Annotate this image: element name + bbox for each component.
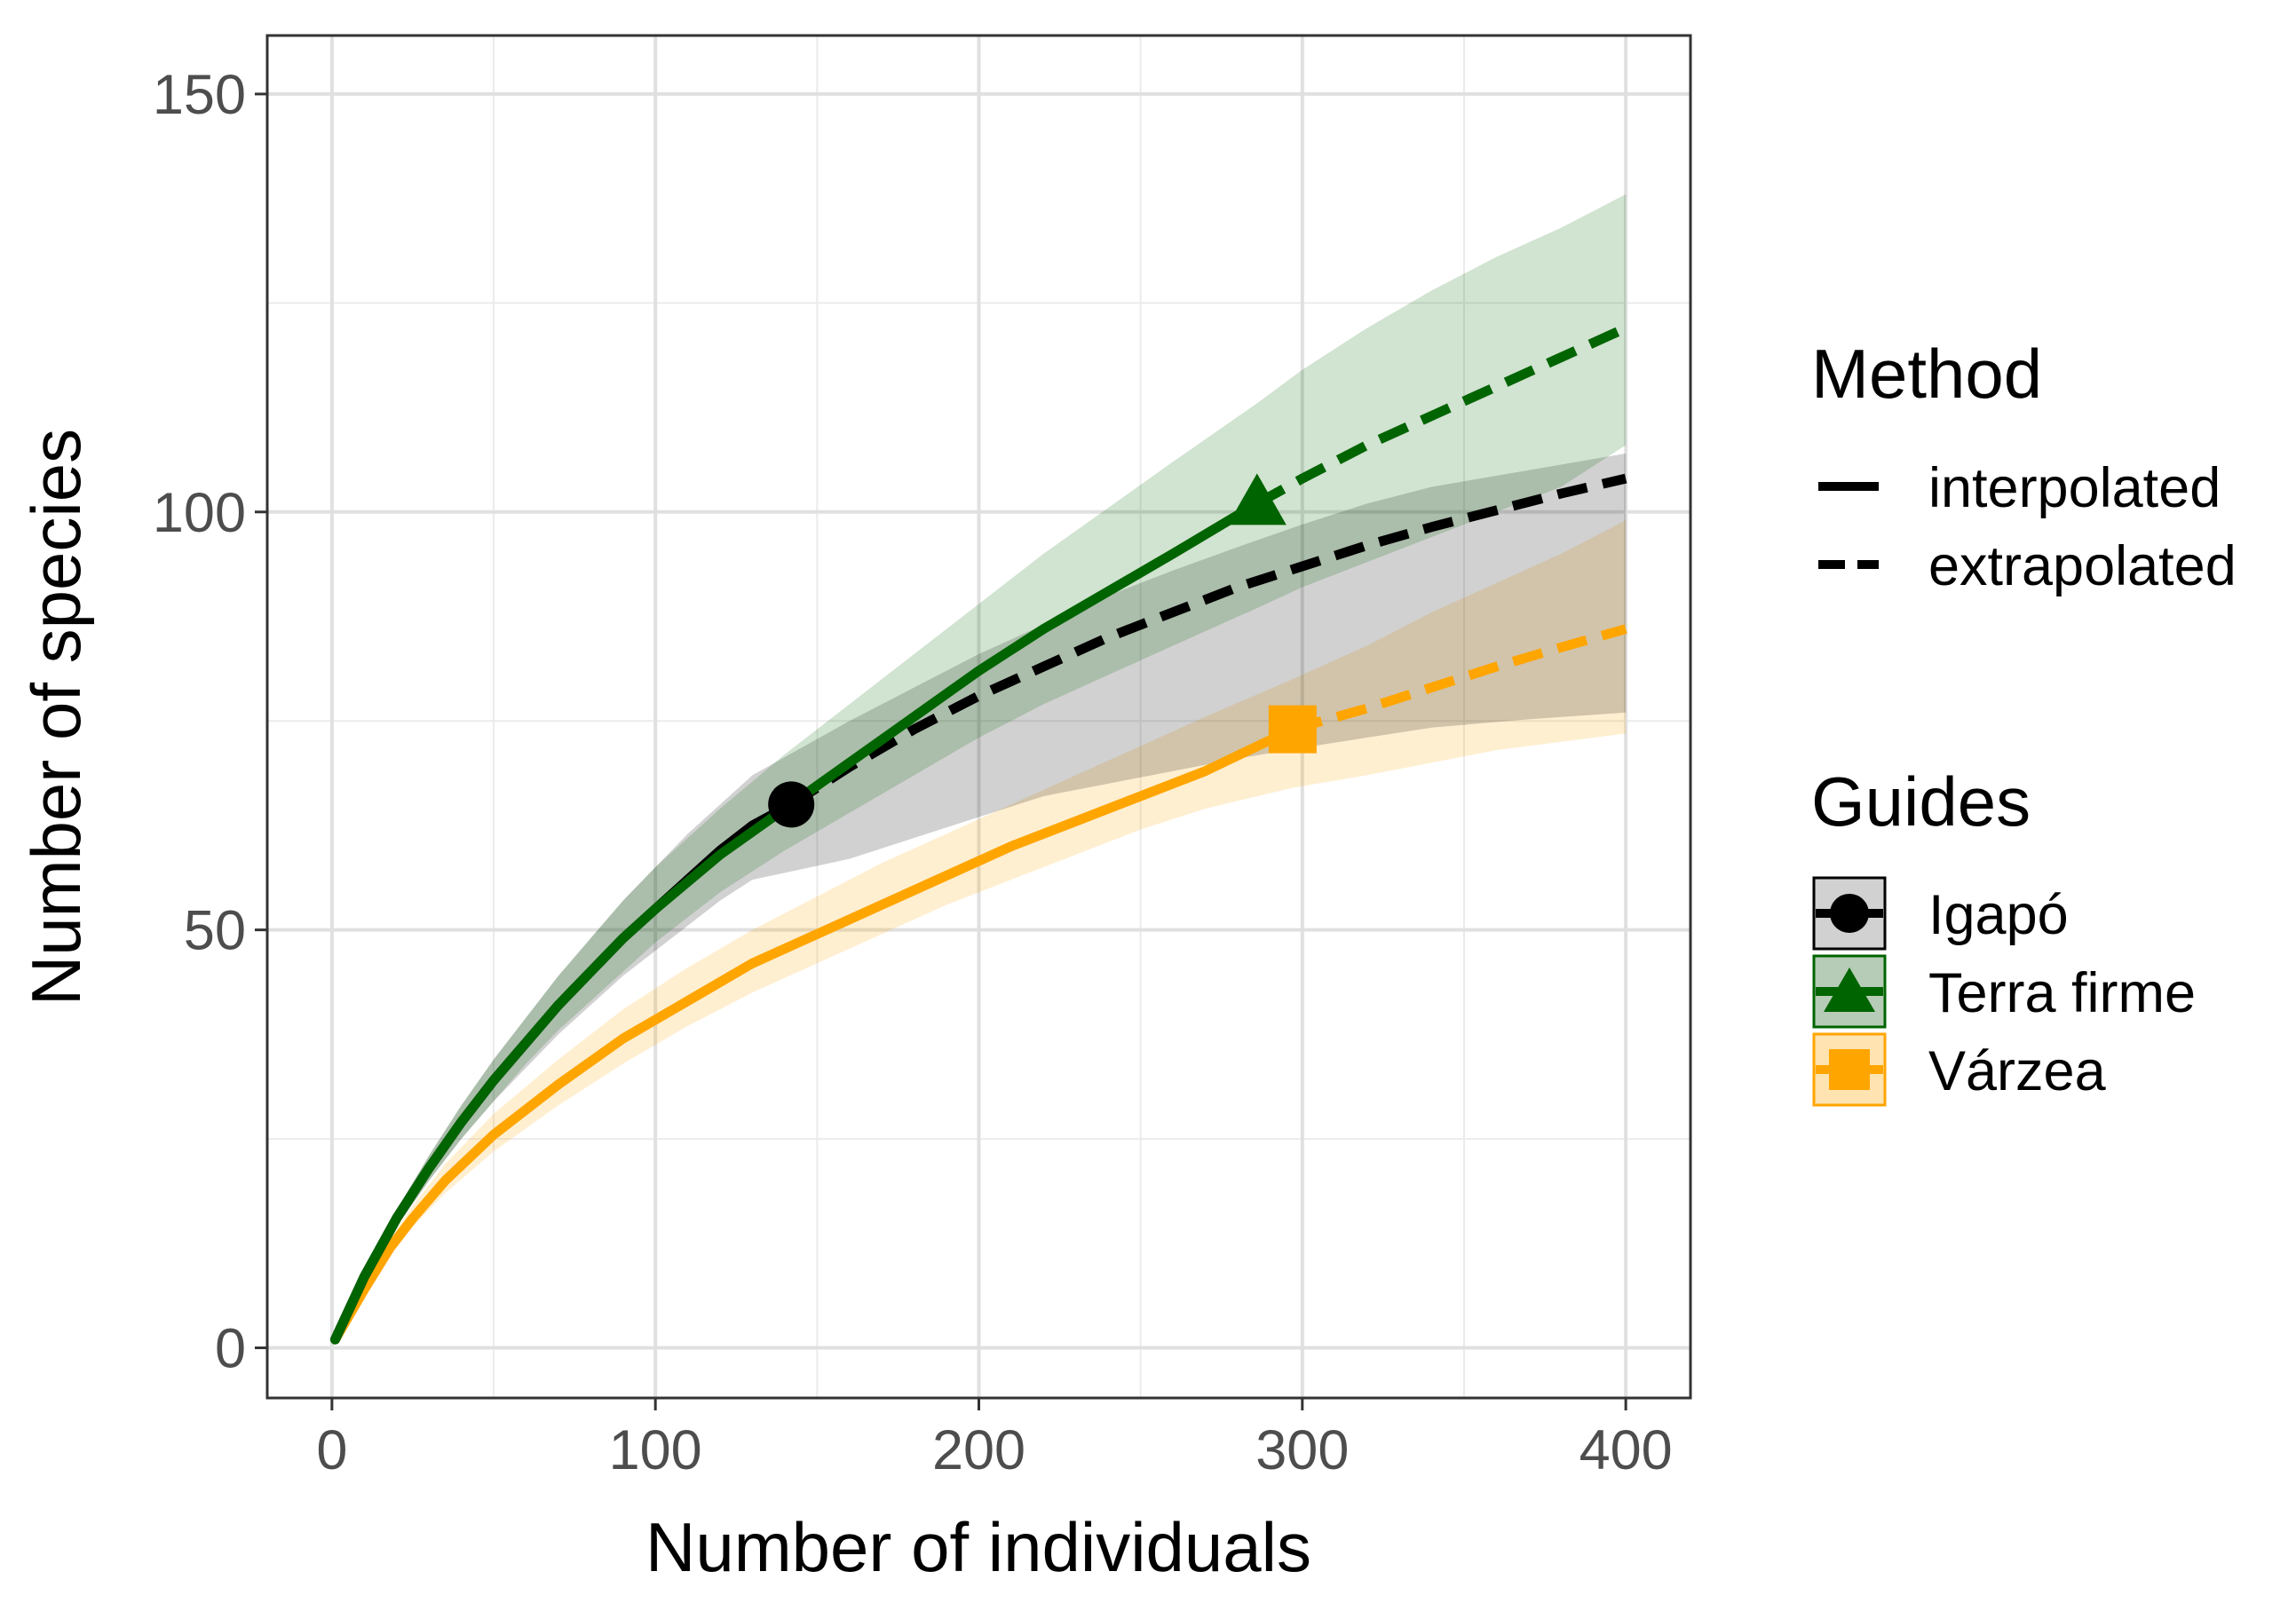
x-tick-label: 0	[316, 1419, 347, 1481]
x-tick-label: 400	[1579, 1419, 1673, 1481]
x-axis-title: Number of individuals	[645, 1508, 1311, 1586]
terra-firme-observed-marker	[1227, 473, 1287, 525]
y-tick-label: 50	[184, 900, 246, 962]
legend-method: Method interpolated extrapolated	[1811, 335, 2237, 597]
igapo-extrapolated-line	[788, 473, 1627, 809]
legend-guides: Guides Igapó Terra firme Várzea	[1811, 762, 2196, 1107]
legend-igapo-key	[1812, 876, 1887, 951]
y-tick-label: 100	[153, 482, 246, 544]
legend-terra-firme-key	[1812, 954, 1887, 1029]
varzea-extrapolated-line	[1291, 624, 1627, 734]
igapo-observed-marker	[768, 781, 815, 828]
observed-markers	[768, 473, 1317, 828]
x-tick-label: 300	[1255, 1419, 1349, 1481]
varzea-observed-marker	[1268, 705, 1317, 754]
axes: 0 100 200 300 400 0 50 100 150	[153, 64, 1673, 1481]
series-lines	[330, 323, 1628, 1345]
terra-firme-interpolated-line	[330, 498, 1263, 1345]
x-tick-label: 200	[932, 1419, 1025, 1481]
y-axis-title: Number of species	[17, 429, 95, 1006]
legend-extrapolated-label: extrapolated	[1928, 535, 2237, 597]
y-tick-label: 150	[153, 64, 246, 126]
legend-varzea-key	[1812, 1032, 1887, 1107]
igapo-ci-ribbon	[335, 453, 1627, 1340]
legend-igapo-label: Igapó	[1928, 884, 2069, 946]
legend-guides-title: Guides	[1811, 762, 2031, 841]
varzea-interpolated-line	[330, 724, 1298, 1345]
legend-varzea-label: Várzea	[1928, 1040, 2107, 1102]
legend-interpolated-label: interpolated	[1928, 457, 2221, 519]
legend-terra-firme-label: Terra firme	[1928, 962, 2196, 1024]
terra-firme-extrapolated-line	[1255, 323, 1628, 509]
legend-method-title: Method	[1811, 335, 2042, 413]
y-tick-label: 0	[215, 1317, 246, 1379]
x-tick-label: 100	[609, 1419, 702, 1481]
